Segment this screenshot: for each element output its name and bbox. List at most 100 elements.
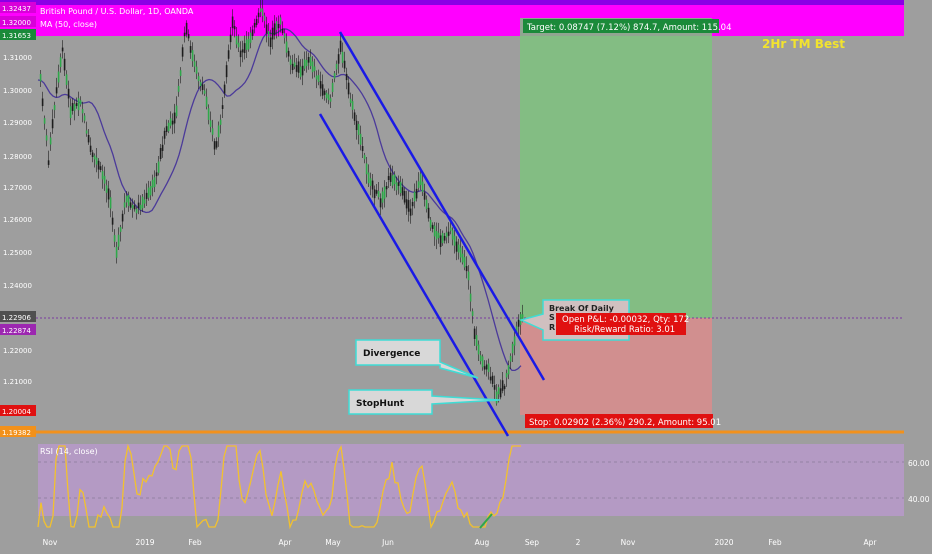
candle-body: [331, 82, 334, 92]
time-axis-label: Feb: [768, 538, 782, 547]
price-badge: [0, 426, 36, 437]
candle-body: [275, 21, 278, 31]
candle-body: [45, 135, 48, 141]
candle-body: [115, 246, 118, 258]
candle-body: [327, 94, 330, 101]
candle-body: [323, 90, 326, 95]
candle-body: [391, 175, 394, 186]
candle-body: [417, 181, 420, 188]
price-badge-label: 1.22906: [2, 314, 31, 322]
candle-body: [239, 50, 242, 58]
candles-group: [39, 0, 524, 406]
channel-lower-line[interactable]: [318, 113, 510, 437]
candle-body: [355, 120, 358, 131]
time-axis-label: 2019: [135, 538, 154, 547]
candle-body: [503, 385, 506, 390]
candle-body: [167, 122, 170, 132]
candle-body: [191, 50, 194, 62]
candle-body: [125, 195, 128, 203]
candle-body: [447, 231, 450, 236]
candle-body: [189, 46, 192, 53]
time-axis-label: 2: [576, 538, 581, 547]
candle-body: [157, 161, 160, 173]
stophunt-label: StopHunt: [356, 399, 405, 409]
price-axis[interactable]: 1.31000 1.30000 1.29000 1.28000 1.27000 1.260…: [3, 54, 32, 386]
candle-body: [133, 205, 136, 210]
candle-body: [241, 49, 244, 53]
stophunt-callout[interactable]: [348, 389, 501, 415]
candle-body: [451, 230, 454, 240]
candle-body: [373, 189, 376, 199]
price-badge-label: 1.32437: [2, 5, 31, 13]
candle-body: [225, 65, 228, 78]
candle-body: [227, 50, 230, 59]
candle-body: [399, 181, 402, 193]
candle-body: [433, 225, 436, 237]
candle-body: [313, 66, 316, 72]
candle-body: [493, 385, 496, 390]
price-badge: [0, 2, 36, 13]
candle-body: [233, 26, 236, 30]
candle-body: [253, 22, 256, 28]
candle-body: [499, 388, 502, 398]
candle-body: [385, 185, 388, 190]
candle-body: [357, 123, 360, 135]
candle-body: [421, 181, 424, 193]
candle-body: [445, 232, 448, 238]
time-axis-bg[interactable]: [0, 532, 932, 550]
candle-body: [137, 202, 140, 209]
price-badge: [0, 29, 36, 40]
candle-body: [475, 335, 478, 346]
rsi-label: RSI (14, close): [40, 447, 98, 456]
candle-body: [315, 75, 318, 80]
time-axis-label: Apr: [279, 538, 293, 547]
candle-body: [87, 134, 90, 143]
candle-body: [487, 363, 490, 372]
price-badge: [0, 405, 36, 416]
candle-body: [237, 42, 240, 48]
breakout-text-3: R: [549, 323, 555, 332]
candle-body: [181, 47, 184, 57]
candle-body: [163, 130, 166, 139]
candle-body: [429, 219, 432, 228]
candle-body: [371, 180, 374, 190]
rsi-tick-60: 60.00: [908, 459, 930, 468]
time-axis-label: 2020: [714, 538, 733, 547]
candle-body: [409, 208, 412, 216]
time-axis[interactable]: Nov 2019 Feb Apr May Jun Aug Sep 2 Nov 2020 Feb Apr: [43, 538, 878, 547]
candle-body: [301, 65, 304, 76]
candle-body: [175, 105, 178, 117]
target-zone[interactable]: [520, 18, 712, 318]
candle-body: [229, 34, 232, 43]
candle-body: [221, 105, 224, 109]
candle-body: [403, 191, 406, 203]
candle-body: [71, 102, 74, 111]
candle-body: [353, 112, 356, 121]
price-badge: [0, 324, 36, 335]
price-badge: [0, 16, 36, 27]
candle-body: [521, 314, 524, 321]
price-badges: 1.32437 1.32000 1.31653 1.22906 1.22874 1.200…: [0, 2, 36, 437]
candle-body: [249, 32, 252, 43]
candle-body: [131, 204, 134, 209]
candle-body: [59, 57, 62, 68]
candle-body: [257, 12, 260, 18]
divergence-callout[interactable]: [355, 339, 479, 379]
time-axis-label: Aug: [475, 538, 490, 547]
candle-body: [415, 188, 418, 199]
axis-corner[interactable]: [904, 532, 932, 550]
channel-upper-line[interactable]: [338, 31, 546, 381]
candle-body: [271, 27, 274, 40]
candle-body: [459, 247, 462, 258]
candle-body: [153, 177, 156, 188]
candle-body: [477, 344, 480, 355]
candle-body: [411, 201, 414, 207]
candle-body: [305, 59, 308, 67]
candle-body: [375, 190, 378, 194]
candle-body: [217, 125, 220, 138]
candle-body: [463, 257, 466, 268]
time-axis-label: Nov: [621, 538, 636, 547]
candle-body: [235, 36, 238, 45]
